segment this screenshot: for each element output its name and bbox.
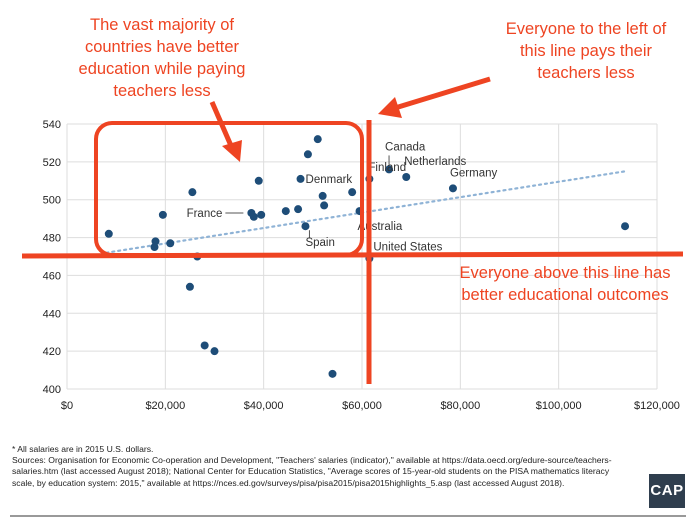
annotation-right: Everyone above this line has better educ…: [459, 264, 671, 304]
data-point: [318, 191, 327, 200]
x-tick-label: $120,000: [634, 400, 680, 412]
point-labels: France Denmark Spain Australia Finland United…: [187, 141, 498, 253]
data-point: [185, 282, 194, 291]
annotation-top-right: Everyone to the left of this line pays t…: [505, 20, 667, 82]
data-point: [188, 188, 197, 197]
data-point: [257, 210, 266, 219]
x-tick-label: $0: [61, 400, 73, 412]
sources-text: Sources: Organisation for Economic Co-op…: [12, 455, 612, 488]
y-axis-ticks: 400 420 440 460 480 500 520 540: [43, 119, 61, 396]
y-tick-label: 500: [43, 195, 61, 207]
data-point: [249, 212, 258, 221]
point-label: France: [187, 208, 223, 220]
x-tick-label: $100,000: [536, 400, 582, 412]
y-tick-label: 540: [43, 119, 61, 131]
x-tick-label: $40,000: [244, 400, 284, 412]
data-point: [151, 237, 160, 246]
data-point: [301, 222, 310, 231]
y-tick-label: 520: [43, 157, 61, 169]
data-point: [385, 165, 394, 174]
data-point: [104, 229, 113, 238]
data-point: [166, 239, 175, 248]
data-point: [348, 188, 357, 197]
annotation-overlay: [21, 76, 684, 384]
x-tick-label: $20,000: [145, 400, 185, 412]
x-axis-ticks: $0 $20,000 $40,000 $60,000 $80,000 $100,000 $1…: [61, 400, 680, 412]
score-threshold-line: [21, 251, 684, 259]
data-point: [320, 201, 329, 210]
arrow-to-box: [209, 101, 242, 162]
point-label: Netherlands: [404, 156, 466, 168]
data-point: [621, 222, 630, 231]
x-tick-label: $80,000: [440, 400, 480, 412]
data-point: [281, 207, 290, 216]
point-label: Finland: [368, 162, 406, 174]
y-tick-label: 440: [43, 308, 61, 320]
x-tick-label: $60,000: [342, 400, 382, 412]
data-point: [402, 173, 411, 181]
cap-logo: CAP: [649, 474, 685, 508]
point-label: United States: [373, 241, 442, 253]
arrow-to-vertical-line: [378, 76, 491, 118]
annotation-top-left: The vast majority of countries have bett…: [78, 16, 246, 100]
footer-notes: * All salaries are in 2015 U.S. dollars.…: [12, 444, 622, 489]
y-tick-label: 460: [43, 270, 61, 282]
data-point: [303, 150, 312, 159]
point-label: Germany: [450, 167, 498, 179]
bottom-divider: [10, 515, 686, 517]
data-point: [296, 174, 305, 183]
y-tick-label: 420: [43, 346, 61, 358]
data-point: [210, 347, 219, 356]
trend-line: [105, 170, 627, 254]
point-label: Denmark: [306, 174, 353, 186]
data-point: [313, 135, 322, 144]
point-label: Australia: [358, 221, 403, 233]
data-point: [158, 210, 167, 219]
data-point: [254, 176, 263, 185]
y-tick-label: 400: [43, 384, 61, 396]
point-label: Spain: [305, 237, 334, 249]
data-point: [328, 369, 337, 378]
data-point: [448, 184, 457, 193]
data-point: [294, 205, 303, 214]
point-label: Canada: [385, 141, 426, 153]
y-tick-label: 480: [43, 233, 61, 245]
salary-note: * All salaries are in 2015 U.S. dollars.: [12, 444, 154, 454]
data-point: [200, 341, 209, 350]
